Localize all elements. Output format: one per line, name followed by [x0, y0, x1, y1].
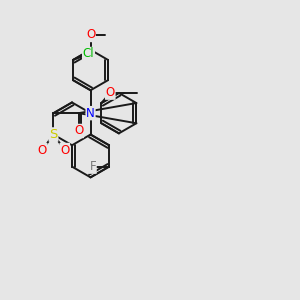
Text: S: S	[49, 128, 58, 141]
Text: N: N	[86, 106, 95, 120]
Text: O: O	[38, 143, 47, 157]
Text: F: F	[89, 160, 96, 173]
Text: O: O	[60, 143, 69, 157]
Text: Cl: Cl	[83, 47, 94, 61]
Text: O: O	[106, 86, 115, 99]
Text: O: O	[74, 124, 83, 137]
Text: O: O	[86, 28, 95, 41]
